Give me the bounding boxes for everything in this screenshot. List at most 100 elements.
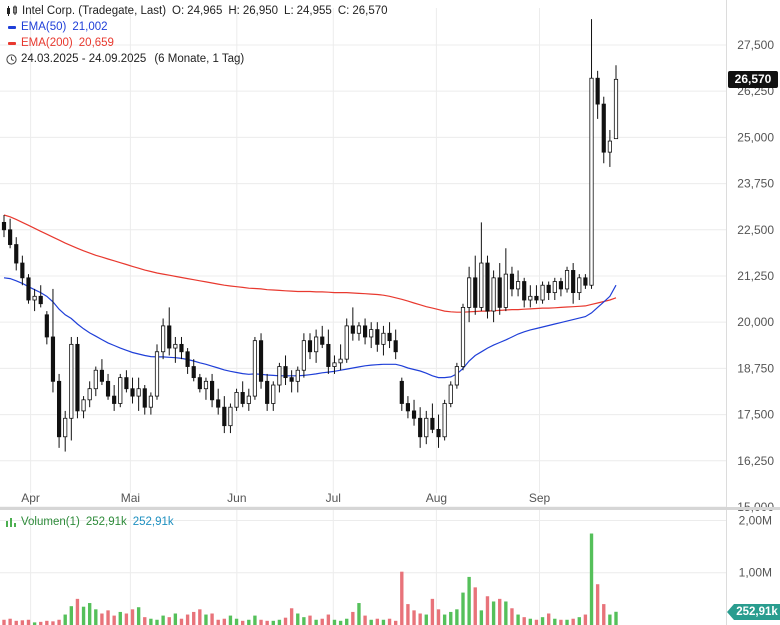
candle-down: [436, 428, 441, 438]
candle-up: [301, 340, 306, 371]
volume-bar: [436, 609, 441, 625]
candle-down: [283, 366, 288, 379]
candle-up: [154, 351, 160, 397]
volume-bar: [375, 618, 380, 625]
volume-bar: [32, 622, 37, 625]
price-tick-label: 16,250: [737, 454, 774, 468]
volume-bar: [2, 619, 6, 625]
volume-bar: [326, 614, 331, 625]
candle-down: [473, 277, 478, 308]
price-tick-label: 25,000: [737, 130, 774, 144]
volume-bars: [2, 533, 618, 625]
volume-bar: [546, 613, 551, 625]
volume-bar: [179, 618, 184, 625]
price-tick-label: 23,750: [737, 177, 774, 191]
candle-down: [240, 392, 245, 404]
close-value: 26,570: [352, 5, 388, 17]
volume-bar: [277, 619, 282, 625]
candle-down: [387, 332, 392, 342]
volume-value: 252,91k: [85, 516, 127, 528]
candle-down: [601, 103, 606, 153]
volume-bar: [51, 621, 55, 625]
candle-down: [38, 295, 43, 305]
volume-bar: [455, 609, 459, 625]
candle-down: [405, 403, 411, 412]
candle-up: [356, 325, 362, 334]
volume-legend: Volumen(1) 252,91k 252,91k: [6, 516, 174, 528]
volume-axis: 1,00M 2,00M: [739, 513, 772, 579]
low-label: L:: [284, 5, 294, 17]
candle-down: [142, 388, 147, 408]
volume-bar: [253, 615, 257, 625]
legend-ema50[interactable]: EMA(50) 21,002: [6, 21, 108, 33]
candle-down: [26, 277, 31, 301]
candle-up: [448, 384, 453, 404]
candle-up: [564, 270, 570, 290]
volume-bar: [381, 619, 386, 625]
volume-bar: [565, 619, 569, 625]
volume-bar: [198, 609, 202, 625]
period-range: 24.03.2025 - 24.09.2025: [21, 53, 147, 65]
candle-up: [246, 395, 251, 404]
legend-ema200[interactable]: EMA(200) 20,659: [6, 37, 114, 49]
volume-bar: [577, 617, 581, 625]
volume-bar: [387, 618, 392, 625]
candle-down: [167, 325, 172, 349]
volume-bar: [216, 619, 220, 625]
volume-bar: [473, 587, 477, 625]
candle-down: [222, 406, 227, 427]
candle-down: [216, 399, 221, 408]
candle-up: [577, 277, 582, 294]
candle-up: [228, 406, 233, 427]
volume-tick-label: 1,00M: [739, 566, 772, 580]
candle-up: [81, 399, 86, 412]
candle-down: [571, 270, 576, 294]
candle-up: [332, 362, 337, 367]
volume-bar: [45, 620, 49, 625]
volume-bar: [338, 620, 343, 625]
volume-bar: [161, 615, 165, 625]
volume-bar: [155, 619, 159, 625]
volume-bar: [608, 614, 612, 625]
volume-tag-arrow: [727, 603, 734, 620]
ema200-line: [3, 214, 617, 313]
volume-bar: [234, 618, 239, 625]
volume-bar: [479, 610, 484, 625]
volume-bar: [559, 619, 563, 625]
period-detail: (6 Monate, 1 Tag): [154, 53, 245, 65]
volume-bar: [442, 614, 447, 625]
candle-up: [515, 281, 521, 290]
candle-down: [56, 380, 62, 438]
ema50-value: 21,002: [72, 21, 108, 33]
volume-bar: [461, 592, 465, 625]
instrument-title: Intel Corp. (Tradegate, Last): [22, 5, 167, 17]
volume-bar: [63, 614, 67, 625]
candle-down: [362, 325, 368, 338]
candle-up: [503, 273, 508, 308]
candle-up: [467, 277, 472, 308]
volume-bar: [393, 620, 398, 625]
volume-bar: [602, 604, 606, 625]
volume-bar: [100, 613, 104, 625]
volume-bar: [571, 618, 575, 625]
candle-down: [124, 377, 129, 390]
volume-bar: [259, 619, 263, 625]
volume-bar: [614, 611, 618, 625]
candle-down: [430, 417, 435, 430]
volume-bar: [136, 607, 141, 625]
volume-bar: [510, 608, 514, 625]
volume-bar: [424, 614, 428, 625]
high-value: 26,950: [242, 5, 279, 17]
candle-up: [203, 380, 209, 390]
candle-down: [350, 325, 355, 334]
candle-up: [589, 77, 594, 286]
volume-bar: [589, 533, 594, 625]
candle-up: [454, 366, 459, 386]
time-tick-label: Mai: [121, 491, 140, 505]
candle-up: [173, 343, 178, 349]
period-info: 24.03.2025 - 24.09.2025 (6 Monate, 1 Tag…: [6, 53, 244, 65]
candle-up: [161, 325, 166, 353]
candles: [1, 19, 619, 452]
